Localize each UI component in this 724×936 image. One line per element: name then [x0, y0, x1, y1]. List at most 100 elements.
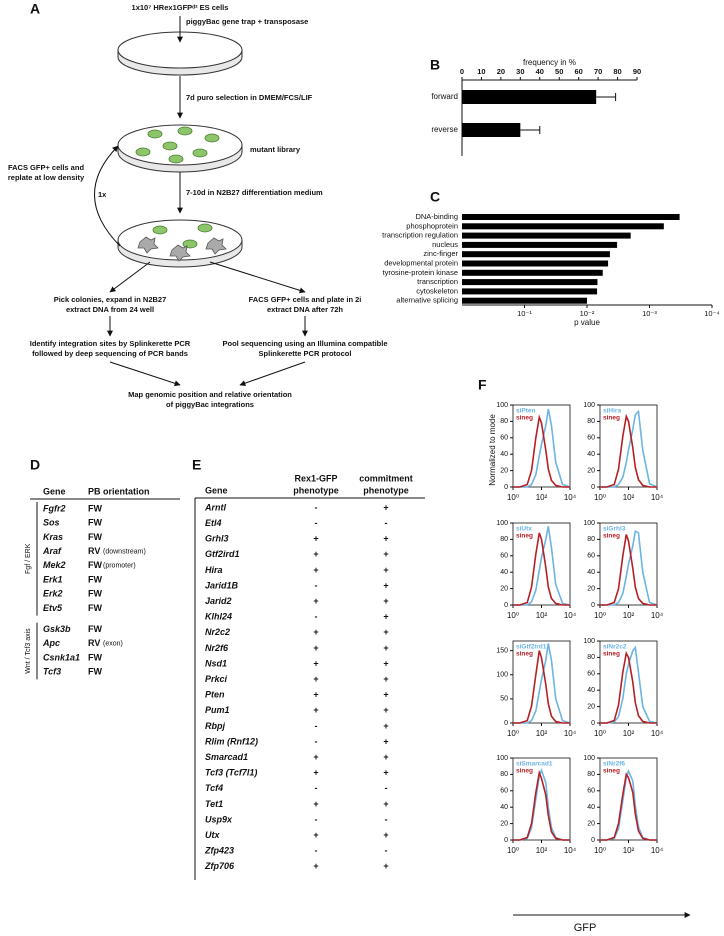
phenotype: -	[315, 783, 318, 793]
error-bar	[596, 93, 617, 101]
legend-entry: siHira	[603, 408, 621, 415]
bar	[462, 214, 680, 220]
y-tick-label: 60	[500, 553, 508, 560]
flow-text: 7-10d in N2B27 differentiation medium	[186, 188, 323, 197]
phenotype: +	[313, 768, 318, 778]
gene-name: Pum1	[205, 705, 230, 715]
y-tick-label: 60	[587, 671, 595, 678]
histogram-line	[600, 409, 658, 488]
bar	[462, 223, 664, 230]
y-tick-label: 20	[500, 467, 508, 474]
phenotype: -	[315, 502, 318, 512]
orientation-note: (exon)	[103, 641, 123, 648]
gene-name: Tet1	[205, 799, 223, 809]
x-tick-label: 10⁴	[564, 846, 577, 855]
phenotype: +	[313, 674, 318, 684]
x-tick-label: 10	[477, 67, 485, 76]
flow-text: 1x	[98, 190, 107, 199]
bar	[462, 251, 610, 258]
phenotype: +	[313, 830, 318, 840]
gene-name: Gtf2ird1	[205, 549, 240, 559]
x-tick-label: 20	[497, 67, 505, 76]
gene-name: Usp9x	[205, 814, 233, 824]
error-bar	[520, 126, 541, 134]
gene-name: Nr2f6	[205, 643, 229, 653]
y-tick-label: 80	[500, 536, 508, 543]
phenotype: +	[313, 596, 318, 606]
histogram-line	[513, 650, 570, 724]
legend-entry: siGtf2ird1	[516, 644, 547, 651]
gene-name: Gsk3b	[43, 624, 71, 634]
flow-text: Pool sequencing using an Illumina compat…	[222, 339, 387, 348]
histogram-line	[600, 529, 658, 606]
phenotype: +	[383, 580, 388, 590]
histogram-line	[600, 645, 658, 724]
phenotype: +	[313, 534, 318, 544]
flow-text: FACS GFP+ cells and plate in 2i	[249, 295, 362, 304]
y-tick-label: 40	[500, 804, 508, 811]
column-header: Rex1-GFP	[294, 473, 337, 483]
flow-text: of piggyBac integrations	[166, 400, 254, 409]
orientation: FW	[88, 518, 102, 528]
phenotype: -	[315, 736, 318, 746]
y-tick-label: 100	[583, 638, 595, 645]
cells	[137, 223, 227, 262]
y-tick-label: 100	[496, 402, 508, 409]
gene-name: Apc	[42, 638, 60, 648]
flow-text: mutant library	[250, 145, 301, 154]
y-tick-label: 20	[500, 820, 508, 827]
panel-label: B	[430, 57, 440, 73]
legend-entry: sineg	[516, 415, 533, 422]
histogram-line	[600, 650, 657, 724]
gene-name: Prkci	[205, 674, 228, 684]
phenotype: +	[383, 752, 388, 762]
orientation: FW	[88, 603, 102, 613]
gene-name: Utx	[205, 830, 220, 840]
phenotype: +	[383, 627, 388, 637]
x-tick-label: 10⁰	[507, 493, 519, 502]
x-tick-label: 10²	[536, 611, 548, 620]
x-tick-label: 10⁰	[594, 611, 606, 620]
histogram-line	[600, 413, 657, 488]
phenotype: +	[383, 549, 388, 559]
column-header: PB orientation	[88, 486, 150, 496]
y-tick-label: 0	[591, 720, 595, 727]
histogram-line	[513, 643, 571, 724]
flow-text: piggyBac gene trap + transposase	[186, 17, 308, 26]
y-tick-label: 80	[587, 536, 595, 543]
y-tick-label: 60	[500, 788, 508, 795]
bar	[462, 260, 609, 267]
x-tick-label: 30	[516, 67, 524, 76]
gene-name: Zfp706	[204, 861, 235, 871]
y-tick-label: 60	[587, 788, 595, 795]
category-label: reverse	[431, 125, 458, 134]
gene-name: Araf	[42, 546, 62, 556]
y-tick-label: 100	[583, 402, 595, 409]
x-tick-label: 10⁰	[594, 729, 606, 738]
x-tick-label: 10⁻⁴	[704, 309, 720, 318]
phenotype: +	[383, 596, 388, 606]
histogram-line	[513, 769, 570, 841]
phenotype: +	[383, 768, 388, 778]
gene-name: Rbpj	[205, 721, 225, 731]
x-tick-label: 10⁻³	[642, 309, 657, 318]
phenotype: +	[313, 627, 318, 637]
phenotype: +	[383, 799, 388, 809]
y-tick-label: 60	[500, 435, 508, 442]
x-tick-label: 10⁴	[564, 493, 577, 502]
bar	[462, 269, 603, 276]
phenotype: +	[313, 658, 318, 668]
y-tick-label: 80	[587, 771, 595, 778]
y-tick-label: 20	[587, 467, 595, 474]
category-label: transcription	[417, 277, 458, 286]
phenotype: +	[383, 658, 388, 668]
orientation: RV	[88, 638, 100, 648]
panel-label: A	[30, 1, 40, 17]
phenotype: -	[385, 518, 388, 528]
phenotype: -	[385, 783, 388, 793]
gene-name: Jarid1B	[205, 580, 239, 590]
phenotype: -	[315, 580, 318, 590]
legend-entry: siPten	[516, 408, 536, 415]
column-header: Gene	[43, 486, 66, 496]
